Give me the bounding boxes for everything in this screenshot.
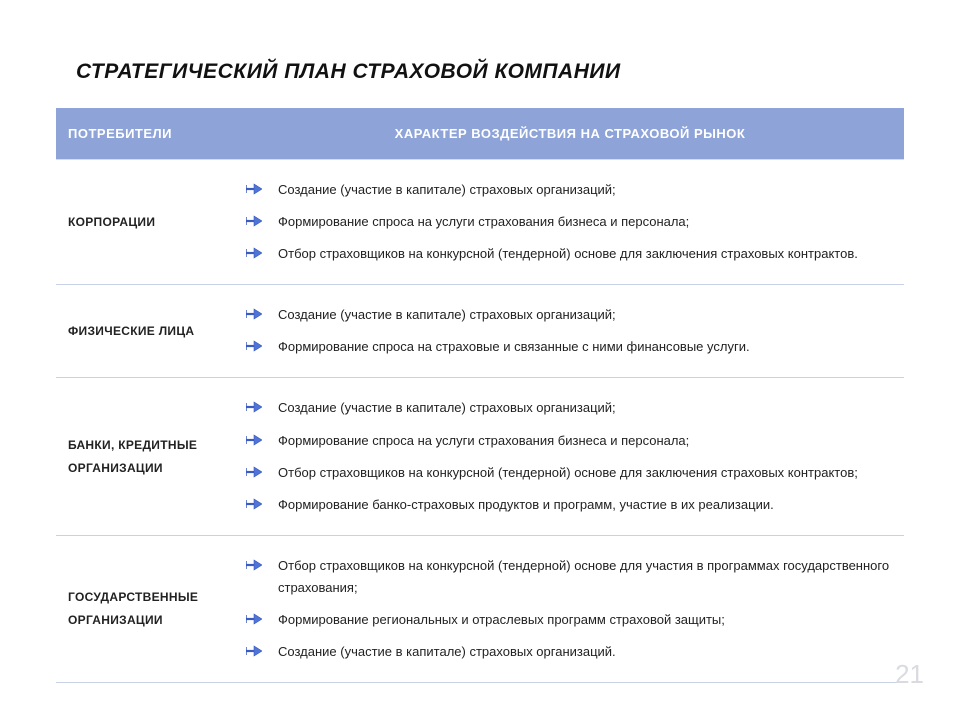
list-item: Формирование спроса на услуги страховани…	[246, 425, 894, 457]
table-row: КОРПОРАЦИИ Создание (участие в капитале) …	[56, 160, 904, 285]
arrow-icon	[246, 645, 262, 657]
list-item: Создание (участие в капитале) страховых …	[246, 174, 894, 206]
bullet-list: Создание (участие в капитале) страховых …	[246, 392, 894, 520]
arrow-icon	[246, 466, 262, 478]
page-number: 21	[895, 659, 924, 690]
list-item: Формирование региональных и отраслевых п…	[246, 604, 894, 636]
list-item-text: Отбор страховщиков на конкурсной (тендер…	[278, 243, 858, 265]
bullet-list: Создание (участие в капитале) страховых …	[246, 299, 894, 363]
bullet-list: Создание (участие в капитале) страховых …	[246, 174, 894, 270]
row-items-cell: Создание (участие в капитале) страховых …	[236, 160, 904, 285]
arrow-icon	[246, 308, 262, 320]
column-header-impact: ХАРАКТЕР ВОЗДЕЙСТВИЯ НА СТРАХОВОЙ РЫНОК	[236, 108, 904, 160]
plan-table: ПОТРЕБИТЕЛИ ХАРАКТЕР ВОЗДЕЙСТВИЯ НА СТРА…	[56, 108, 904, 683]
arrow-icon	[246, 559, 262, 571]
row-label: КОРПОРАЦИИ	[56, 160, 236, 285]
row-items-cell: Отбор страховщиков на конкурсной (тендер…	[236, 535, 904, 682]
list-item-text: Создание (участие в капитале) страховых …	[278, 641, 616, 663]
list-item-text: Формирование спроса на услуги страховани…	[278, 430, 689, 452]
table-row: ФИЗИЧЕСКИЕ ЛИЦА Создание (участие в капит…	[56, 285, 904, 378]
list-item-text: Формирование региональных и отраслевых п…	[278, 609, 725, 631]
list-item-text: Создание (участие в капитале) страховых …	[278, 304, 616, 326]
list-item: Формирование спроса на страховые и связа…	[246, 331, 894, 363]
plan-table-body: КОРПОРАЦИИ Создание (участие в капитале) …	[56, 160, 904, 683]
row-items-cell: Создание (участие в капитале) страховых …	[236, 285, 904, 378]
list-item-text: Отбор страховщиков на конкурсной (тендер…	[278, 555, 894, 599]
list-item-text: Создание (участие в капитале) страховых …	[278, 397, 616, 419]
list-item: Отбор страховщиков на конкурсной (тендер…	[246, 550, 894, 604]
list-item-text: Формирование спроса на страховые и связа…	[278, 336, 750, 358]
arrow-icon	[246, 434, 262, 446]
list-item: Создание (участие в капитале) страховых …	[246, 392, 894, 424]
list-item-text: Формирование спроса на услуги страховани…	[278, 211, 689, 233]
list-item: Создание (участие в капитале) страховых …	[246, 636, 894, 668]
row-label: БАНКИ, КРЕДИТНЫЕ ОРГАНИЗАЦИИ	[56, 378, 236, 535]
list-item: Создание (участие в капитале) страховых …	[246, 299, 894, 331]
list-item: Формирование спроса на услуги страховани…	[246, 206, 894, 238]
arrow-icon	[246, 247, 262, 259]
arrow-icon	[246, 498, 262, 510]
list-item-text: Отбор страховщиков на конкурсной (тендер…	[278, 462, 858, 484]
row-label: ФИЗИЧЕСКИЕ ЛИЦА	[56, 285, 236, 378]
column-header-consumers: ПОТРЕБИТЕЛИ	[56, 108, 236, 160]
table-row: БАНКИ, КРЕДИТНЫЕ ОРГАНИЗАЦИИ Создание (уч…	[56, 378, 904, 535]
list-item: Отбор страховщиков на конкурсной (тендер…	[246, 238, 894, 270]
row-label: ГОСУДАРСТВЕННЫЕ ОРГАНИЗАЦИИ	[56, 535, 236, 682]
table-row: ГОСУДАРСТВЕННЫЕ ОРГАНИЗАЦИИ Отбор страхов…	[56, 535, 904, 682]
row-items-cell: Создание (участие в капитале) страховых …	[236, 378, 904, 535]
list-item: Отбор страховщиков на конкурсной (тендер…	[246, 457, 894, 489]
list-item-text: Формирование банко-страховых продуктов и…	[278, 494, 774, 516]
arrow-icon	[246, 340, 262, 352]
list-item-text: Создание (участие в капитале) страховых …	[278, 179, 616, 201]
arrow-icon	[246, 215, 262, 227]
arrow-icon	[246, 183, 262, 195]
page-title: СТРАТЕГИЧЕСКИЙ ПЛАН СТРАХОВОЙ КОМПАНИИ	[56, 60, 904, 84]
arrow-icon	[246, 401, 262, 413]
list-item: Формирование банко-страховых продуктов и…	[246, 489, 894, 521]
bullet-list: Отбор страховщиков на конкурсной (тендер…	[246, 550, 894, 668]
slide: СТРАТЕГИЧЕСКИЙ ПЛАН СТРАХОВОЙ КОМПАНИИ П…	[0, 0, 960, 703]
arrow-icon	[246, 613, 262, 625]
